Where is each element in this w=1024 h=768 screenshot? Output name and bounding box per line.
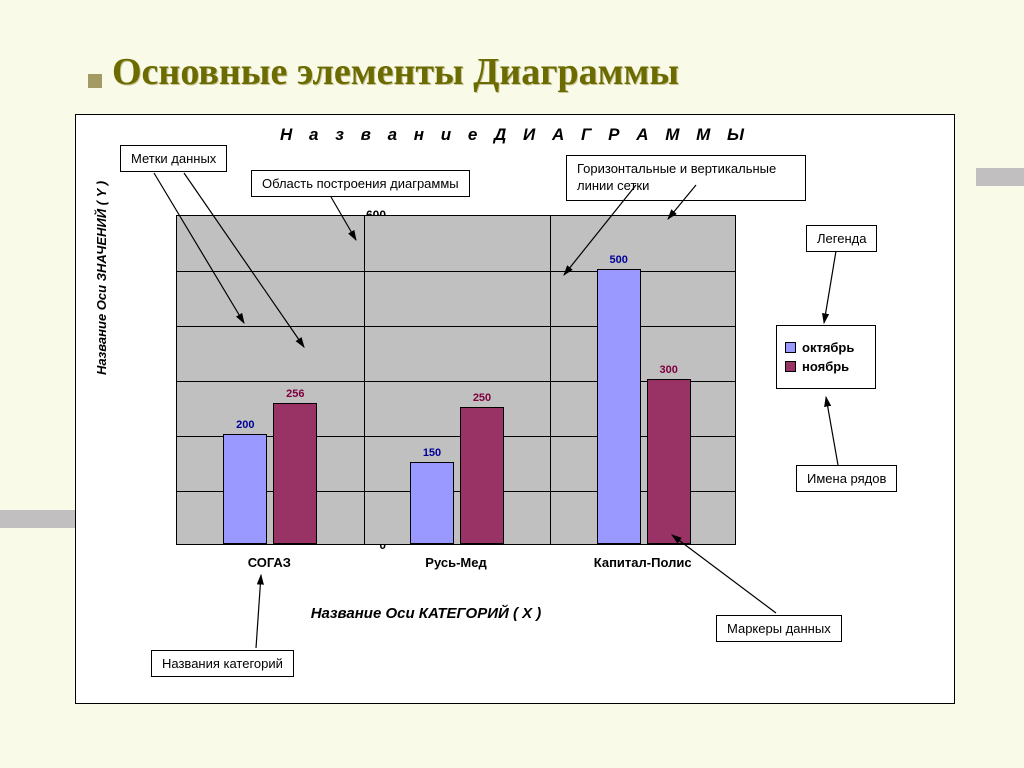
data-label: 250 xyxy=(452,392,512,404)
slide-accent-right xyxy=(976,168,1024,186)
legend: октябрь ноябрь xyxy=(776,325,876,389)
plot-area: 200 256 150 250 500 300 xyxy=(176,215,736,545)
x-category-label: Русь-Мед xyxy=(425,555,486,570)
slide-accent-left xyxy=(0,510,75,528)
data-label: 256 xyxy=(265,388,325,400)
legend-label: октябрь xyxy=(802,340,854,355)
callout-series-names: Имена рядов xyxy=(796,465,897,492)
x-category-label: СОГАЗ xyxy=(248,555,291,570)
legend-item: ноябрь xyxy=(785,359,867,374)
data-label: 150 xyxy=(402,447,462,459)
callout-category-names: Названия категорий xyxy=(151,650,294,677)
bar-marker xyxy=(410,462,454,545)
bar-marker xyxy=(460,407,504,545)
callout-plot-area: Область построения диаграммы xyxy=(251,170,470,197)
callout-legend: Легенда xyxy=(806,225,877,252)
slide-title: Основные элементы Диаграммы xyxy=(112,50,679,94)
callout-markers: Маркеры данных xyxy=(716,615,842,642)
data-label: 300 xyxy=(639,364,699,376)
legend-swatch-icon xyxy=(785,361,796,372)
bar-marker xyxy=(223,434,267,544)
title-bullet xyxy=(88,74,102,88)
data-label: 200 xyxy=(215,419,275,431)
callout-data-labels: Метки данных xyxy=(120,145,227,172)
bar-marker xyxy=(597,269,641,544)
chart-frame: Н а з в а н и е Д И А Г Р А М М Ы Назван… xyxy=(75,114,955,704)
legend-swatch-icon xyxy=(785,342,796,353)
y-axis-title: Название Оси ЗНАЧЕНИЙ ( Y ) xyxy=(94,181,109,375)
data-label: 500 xyxy=(589,254,649,266)
bar-marker xyxy=(647,379,691,544)
bar-marker xyxy=(273,403,317,544)
chart-title: Н а з в а н и е Д И А Г Р А М М Ы xyxy=(76,125,954,145)
callout-gridlines: Горизонтальные и вертикальные линии сетк… xyxy=(566,155,806,201)
legend-item: октябрь xyxy=(785,340,867,355)
legend-label: ноябрь xyxy=(802,359,849,374)
x-category-label: Капитал-Полис xyxy=(594,555,692,570)
x-axis-title: Название Оси КАТЕГОРИЙ ( Х ) xyxy=(76,605,776,622)
